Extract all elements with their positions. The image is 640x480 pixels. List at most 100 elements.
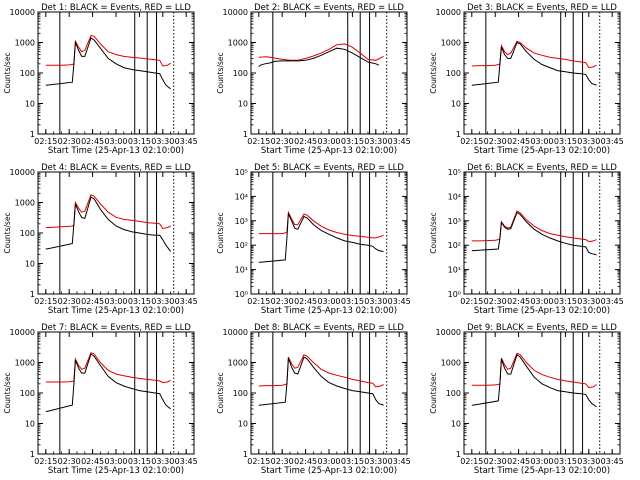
x-tick-label: 02:45 xyxy=(507,457,530,466)
x-tick-label: 03:00 xyxy=(530,297,553,306)
x-axis-label: Start Time (25-Apr-13 02:10:00) xyxy=(474,146,610,156)
lld-series-line xyxy=(258,354,384,388)
y-tick-label: 10⁵ xyxy=(448,168,461,177)
panel-det-2: Det 2: BLACK = Events, RED = LLD 1 10 100 10… xyxy=(216,3,411,156)
x-tick-label: 02:45 xyxy=(294,297,317,306)
y-tick-label: 10² xyxy=(235,241,248,250)
x-tick-label: 03:15 xyxy=(341,137,364,146)
panel-title: Det 5: BLACK = Events, RED = LLD xyxy=(254,163,404,173)
x-tick-label: 02:30 xyxy=(271,297,294,306)
panel-title: Det 7: BLACK = Events, RED = LLD xyxy=(41,323,191,333)
y-axis-label: Counts/sec xyxy=(3,52,12,93)
lld-series-line xyxy=(471,210,597,243)
plot-frame xyxy=(463,11,621,135)
y-tick-label: 10 xyxy=(25,260,35,269)
panel-title: Det 6: BLACK = Events, RED = LLD xyxy=(467,163,617,173)
x-tick-label: 03:45 xyxy=(388,457,411,466)
x-tick-label: 03:15 xyxy=(128,297,151,306)
y-tick-label: 10¹ xyxy=(448,266,461,275)
x-tick-label: 02:30 xyxy=(484,457,507,466)
panel-det-1: Det 1: BLACK = Events, RED = LLD 1 10 100 10… xyxy=(3,3,198,156)
lld-series-line xyxy=(471,352,597,389)
y-tick-label: 100 xyxy=(233,389,248,398)
lld-series-line xyxy=(45,34,171,67)
panel-title: Det 8: BLACK = Events, RED = LLD xyxy=(254,323,404,333)
y-tick-label: 100 xyxy=(233,69,248,78)
panel-det-7: Det 7: BLACK = Events, RED = LLD 1 10 100 10… xyxy=(3,323,198,476)
y-tick-label: 10⁰ xyxy=(235,290,248,299)
x-tick-label: 03:30 xyxy=(151,457,174,466)
x-tick-label: 02:30 xyxy=(484,137,507,146)
x-tick-label: 03:00 xyxy=(530,137,553,146)
x-tick-label: 02:45 xyxy=(294,137,317,146)
y-axis-label: Counts/sec xyxy=(429,212,438,253)
y-axis-label: Counts/sec xyxy=(216,52,225,93)
x-tick-label: 03:00 xyxy=(104,137,127,146)
y-axis-label: Counts/sec xyxy=(216,212,225,253)
x-axis-label: Start Time (25-Apr-13 02:10:00) xyxy=(474,466,610,476)
x-tick-label: 03:15 xyxy=(128,457,151,466)
x-tick-label: 03:15 xyxy=(554,297,577,306)
y-tick-label: 10⁵ xyxy=(235,168,248,177)
y-axis-label: Counts/sec xyxy=(3,372,12,413)
y-tick-label: 1000 xyxy=(228,39,248,48)
x-tick-label: 03:45 xyxy=(175,457,198,466)
plot-frame xyxy=(250,11,408,135)
y-tick-label: 10² xyxy=(448,241,461,250)
y-tick-label: 100 xyxy=(446,389,461,398)
x-tick-label: 03:00 xyxy=(317,137,340,146)
y-tick-label: 1000 xyxy=(15,199,35,208)
x-tick-label: 03:45 xyxy=(601,297,624,306)
lld-series-line xyxy=(45,194,171,230)
events-series-line xyxy=(471,211,597,256)
y-tick-label: 1 xyxy=(30,130,35,139)
y-tick-label: 1000 xyxy=(15,39,35,48)
x-tick-label: 03:30 xyxy=(151,297,174,306)
y-tick-label: 10⁴ xyxy=(235,192,248,201)
events-series-line xyxy=(258,356,384,406)
x-axis-label: Start Time (25-Apr-13 02:10:00) xyxy=(48,306,184,316)
lld-series-line xyxy=(471,40,597,69)
lld-series-line xyxy=(258,210,384,239)
plot-frame xyxy=(37,11,195,135)
y-axis-label: Counts/sec xyxy=(3,212,12,253)
lld-series-line xyxy=(45,352,171,384)
y-tick-label: 1000 xyxy=(15,359,35,368)
y-tick-label: 1 xyxy=(243,450,248,459)
x-tick-label: 03:30 xyxy=(577,457,600,466)
x-tick-label: 02:30 xyxy=(484,297,507,306)
x-tick-label: 02:30 xyxy=(58,457,81,466)
x-tick-label: 03:15 xyxy=(341,457,364,466)
x-tick-label: 03:30 xyxy=(364,297,387,306)
x-tick-label: 02:15 xyxy=(460,457,483,466)
x-tick-label: 02:30 xyxy=(58,137,81,146)
x-tick-label: 03:00 xyxy=(104,457,127,466)
y-tick-label: 10³ xyxy=(448,217,461,226)
x-tick-label: 02:15 xyxy=(34,457,57,466)
y-axis-label: Counts/sec xyxy=(429,52,438,93)
events-series-line xyxy=(258,47,380,68)
y-tick-label: 1 xyxy=(456,450,461,459)
panel-det-9: Det 9: BLACK = Events, RED = LLD 1 10 100 10… xyxy=(429,323,624,476)
x-tick-label: 03:00 xyxy=(104,297,127,306)
y-tick-label: 10³ xyxy=(235,217,248,226)
x-tick-label: 02:45 xyxy=(294,457,317,466)
y-tick-label: 100 xyxy=(20,69,35,78)
x-tick-label: 02:45 xyxy=(81,297,104,306)
x-tick-label: 03:45 xyxy=(601,457,624,466)
x-tick-label: 03:30 xyxy=(151,137,174,146)
x-axis-label: Start Time (25-Apr-13 02:10:00) xyxy=(474,306,610,316)
x-tick-label: 03:30 xyxy=(364,457,387,466)
y-axis-label: Counts/sec xyxy=(429,372,438,413)
y-tick-label: 100 xyxy=(20,229,35,238)
events-series-line xyxy=(45,196,172,252)
x-tick-label: 02:15 xyxy=(460,297,483,306)
x-tick-label: 03:30 xyxy=(577,297,600,306)
lld-series-line xyxy=(258,43,384,61)
events-series-line xyxy=(471,353,597,408)
x-tick-label: 03:00 xyxy=(317,297,340,306)
y-tick-label: 1 xyxy=(30,290,35,299)
panel-det-4: Det 4: BLACK = Events, RED = LLD 1 10 100 10… xyxy=(3,163,198,316)
x-tick-label: 03:30 xyxy=(577,137,600,146)
